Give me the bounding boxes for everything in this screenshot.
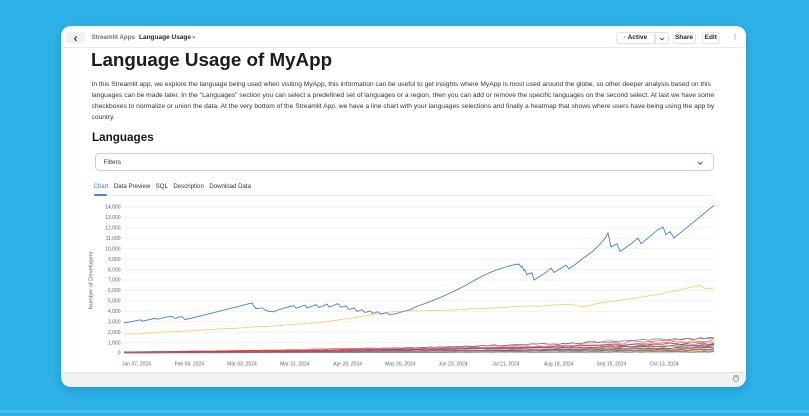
svg-text:11,000: 11,000 <box>106 236 121 242</box>
svg-text:1,000: 1,000 <box>108 340 121 346</box>
svg-text:Number of Developers: Number of Developers <box>89 251 95 309</box>
svg-text:Jul 21, 2024: Jul 21, 2024 <box>492 362 519 368</box>
svg-text:12,000: 12,000 <box>105 226 121 232</box>
svg-text:Mar 03, 2024: Mar 03, 2024 <box>227 362 257 368</box>
svg-text:6,000: 6,000 <box>108 288 121 294</box>
svg-text:8,000: 8,000 <box>108 267 121 273</box>
svg-text:Sep 15, 2024: Sep 15, 2024 <box>597 362 627 368</box>
svg-text:14,000: 14,000 <box>105 205 121 211</box>
svg-text:Feb 04, 2024: Feb 04, 2024 <box>175 362 205 368</box>
svg-text:Apr 28, 2024: Apr 28, 2024 <box>333 362 362 368</box>
svg-text:2,000: 2,000 <box>108 330 121 336</box>
svg-text:7,000: 7,000 <box>108 278 121 284</box>
svg-text:5,000: 5,000 <box>108 299 121 305</box>
svg-text:0: 0 <box>118 351 121 357</box>
svg-text:May 26, 2024: May 26, 2024 <box>385 362 416 368</box>
svg-text:9,000: 9,000 <box>108 257 121 263</box>
svg-text:3,000: 3,000 <box>108 319 121 325</box>
svg-text:4,000: 4,000 <box>108 309 121 315</box>
svg-text:10,000: 10,000 <box>105 246 121 252</box>
svg-text:Mar 31, 2024: Mar 31, 2024 <box>280 362 310 368</box>
svg-text:Jun 23, 2024: Jun 23, 2024 <box>439 362 468 368</box>
svg-text:Aug 18, 2024: Aug 18, 2024 <box>544 362 574 368</box>
svg-text:Jan 07, 2024: Jan 07, 2024 <box>122 362 151 368</box>
svg-text:Oct 13, 2024: Oct 13, 2024 <box>650 362 679 368</box>
svg-text:13,000: 13,000 <box>105 215 121 221</box>
